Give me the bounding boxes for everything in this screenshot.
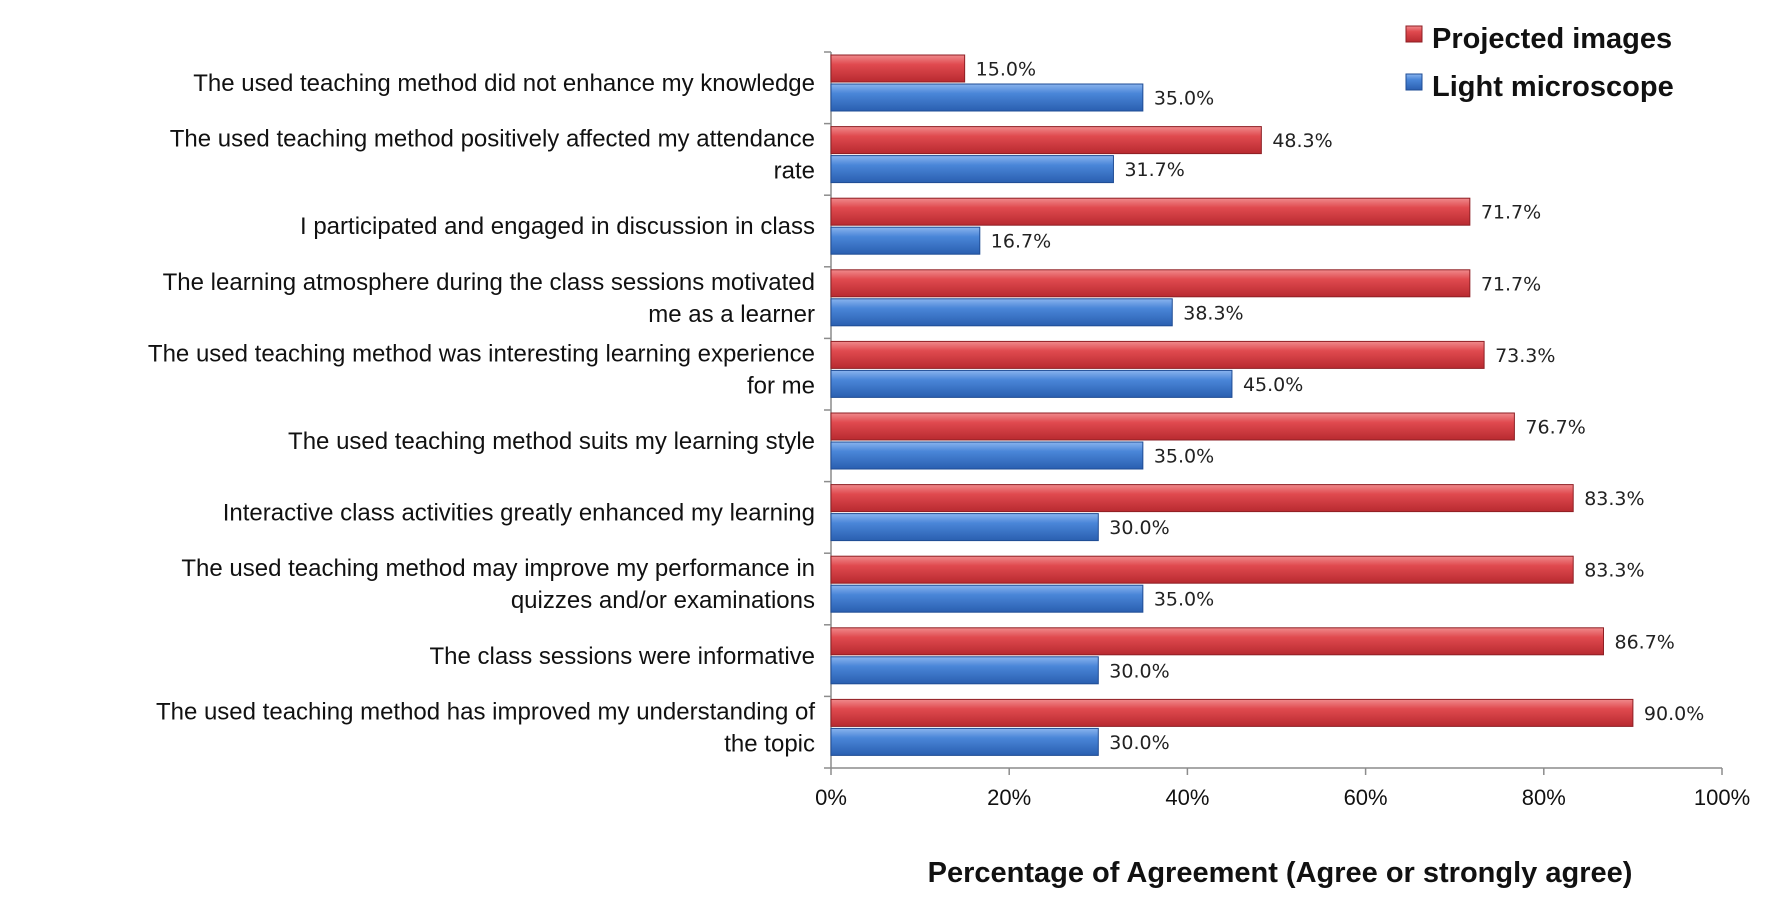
- x-tick-label: 60%: [1344, 785, 1388, 810]
- data-label: 48.3%: [1272, 130, 1332, 152]
- category-label: The used teaching method did not enhance…: [193, 70, 815, 97]
- data-label: 71.7%: [1481, 273, 1541, 295]
- category-label: The used teaching method may improve my …: [181, 555, 815, 614]
- bar-light-microscope: [830, 513, 1099, 542]
- category-label: The learning atmosphere during the class…: [163, 269, 815, 328]
- bar-projected-images: [830, 555, 1574, 584]
- bar-projected-images: [830, 698, 1634, 727]
- legend: Projected images Light microscope: [1405, 23, 1674, 103]
- bar-projected-images: [830, 54, 966, 83]
- x-axis-title: Percentage of Agreement (Agree or strong…: [928, 857, 1633, 889]
- bar-projected-images: [830, 340, 1485, 369]
- bar-light-microscope: [830, 727, 1099, 756]
- category-label: The used teaching method was interesting…: [148, 340, 815, 399]
- data-label: 16.7%: [991, 231, 1051, 253]
- data-label: 83.3%: [1584, 560, 1644, 582]
- data-label: 45.0%: [1243, 374, 1303, 396]
- data-label: 76.7%: [1525, 417, 1585, 439]
- bar-light-microscope: [830, 441, 1144, 470]
- bar-projected-images: [830, 269, 1471, 298]
- data-label: 35.0%: [1154, 88, 1214, 110]
- legend-label-light-microscope: Light microscope: [1432, 71, 1674, 103]
- bar-projected-images: [830, 412, 1515, 441]
- category-label: Interactive class activities greatly enh…: [223, 500, 815, 527]
- data-label: 71.7%: [1481, 202, 1541, 224]
- data-label: 15.0%: [976, 59, 1036, 81]
- data-label: 35.0%: [1154, 589, 1214, 611]
- bar-light-microscope: [830, 83, 1144, 112]
- bar-projected-images: [830, 197, 1471, 226]
- data-label: 38.3%: [1183, 302, 1243, 324]
- bar-light-microscope: [830, 298, 1173, 327]
- data-label: 90.0%: [1644, 703, 1704, 725]
- data-label: 86.7%: [1614, 631, 1674, 653]
- data-label: 30.0%: [1109, 517, 1169, 539]
- x-tick-label: 80%: [1522, 785, 1566, 810]
- legend-swatch-light-microscope: [1405, 73, 1423, 91]
- bar-light-microscope: [830, 226, 981, 255]
- x-tick-label: 20%: [987, 785, 1031, 810]
- legend-label-projected-images: Projected images: [1432, 23, 1672, 55]
- data-label: 83.3%: [1584, 488, 1644, 510]
- data-label: 30.0%: [1109, 732, 1169, 754]
- category-label: I participated and engaged in discussion…: [300, 213, 815, 240]
- bar-projected-images: [830, 484, 1574, 513]
- plot-area: 0% 20% 40% 60% 80% 100% 15.0% 35.0% The used tea…: [148, 51, 1750, 810]
- category-label: The used teaching method has improved my…: [156, 698, 815, 757]
- bar-light-microscope: [830, 155, 1114, 184]
- legend-swatch-projected-images: [1405, 25, 1423, 43]
- category-label: The class sessions were informative: [430, 643, 815, 670]
- bar-light-microscope: [830, 584, 1144, 613]
- bar-light-microscope: [830, 656, 1099, 685]
- x-tick-label: 100%: [1694, 785, 1750, 810]
- x-tick-label: 0%: [815, 785, 847, 810]
- data-label: 73.3%: [1495, 345, 1555, 367]
- bar-projected-images: [830, 126, 1262, 155]
- x-tick-label: 40%: [1165, 785, 1209, 810]
- category-label: The used teaching method positively affe…: [170, 126, 815, 185]
- bar-light-microscope: [830, 369, 1233, 398]
- data-label: 35.0%: [1154, 446, 1214, 468]
- data-label: 30.0%: [1109, 660, 1169, 682]
- data-label: 31.7%: [1124, 159, 1184, 181]
- category-label: The used teaching method suits my learni…: [288, 428, 815, 455]
- bar-projected-images: [830, 627, 1604, 656]
